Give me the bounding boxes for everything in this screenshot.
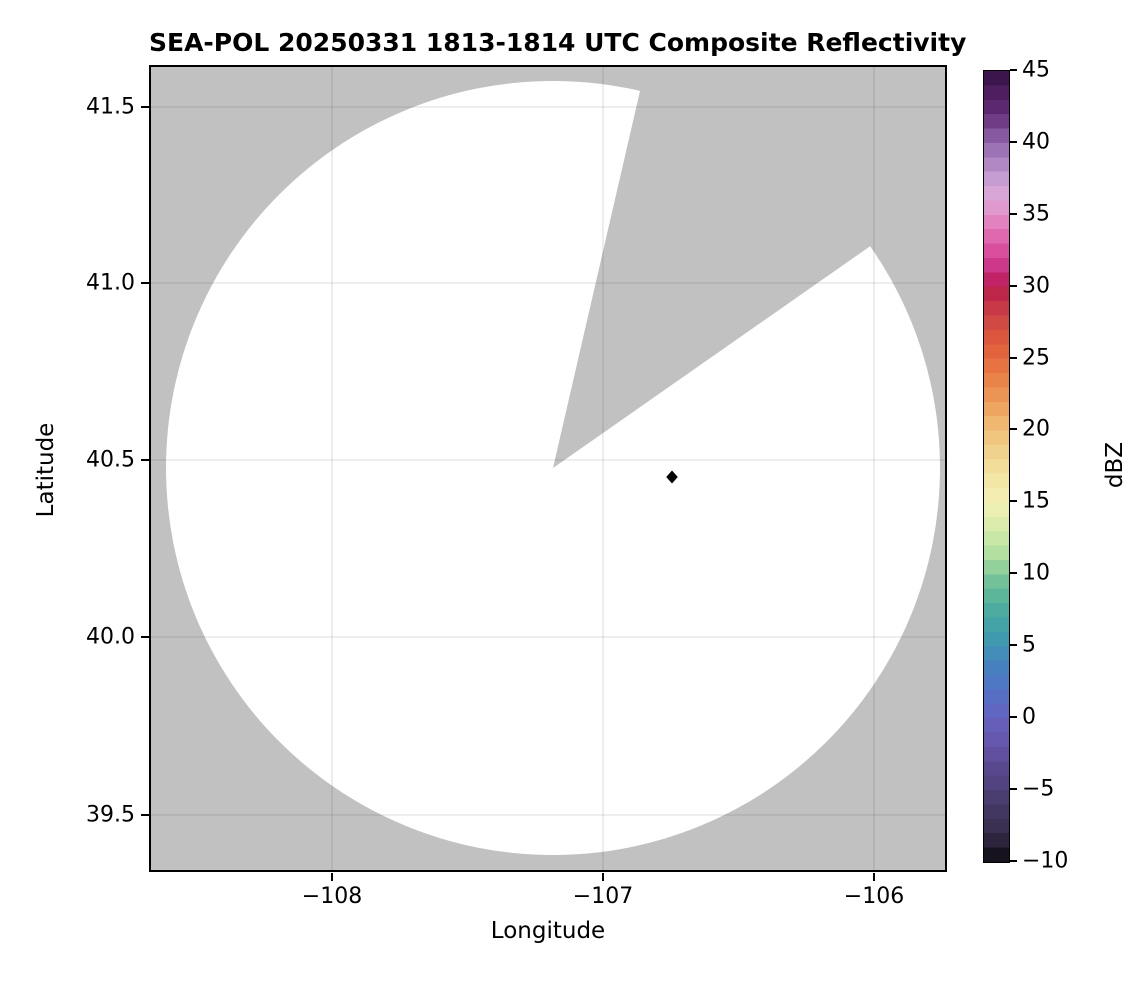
y-axis-tick	[141, 459, 149, 461]
colorbar-tick-label: 20	[1022, 416, 1050, 442]
colorbar-tick	[1009, 716, 1017, 718]
y-axis-tick	[141, 636, 149, 638]
colorbar-gradient	[983, 70, 1010, 863]
colorbar-tick	[1009, 141, 1017, 143]
colorbar-tick-label: 40	[1022, 129, 1050, 155]
y-axis-label: Latitude	[33, 422, 59, 518]
axes-spine	[149, 65, 947, 872]
colorbar-tick-label: −10	[1022, 848, 1069, 874]
colorbar-tick	[1009, 213, 1017, 215]
radar-map-canvas	[149, 65, 947, 872]
colorbar-tick	[1009, 788, 1017, 790]
colorbar-tick	[1009, 428, 1017, 430]
y-tick-label: 41.0	[86, 270, 135, 296]
colorbar-tick	[1009, 572, 1017, 574]
colorbar-tick-label: 5	[1022, 632, 1036, 658]
chart-title: SEA-POL 20250331 1813-1814 UTC Composite…	[149, 28, 967, 57]
colorbar-tick	[1009, 285, 1017, 287]
y-axis-tick	[141, 814, 149, 816]
colorbar-tick-label: 10	[1022, 560, 1050, 586]
y-tick-label: 40.5	[86, 447, 135, 473]
site-marker-diamond	[666, 470, 678, 484]
missing-data-sector	[553, 65, 947, 468]
colorbar-tick-label: 15	[1022, 488, 1050, 514]
x-axis-label: Longitude	[490, 918, 606, 944]
x-tick-label: −108	[301, 884, 363, 909]
colorbar-tick	[1009, 500, 1017, 502]
colorbar-tick	[1009, 644, 1017, 646]
x-axis-tick	[602, 873, 604, 881]
colorbar-tick	[1009, 860, 1017, 862]
x-axis-tick	[331, 873, 333, 881]
colorbar-label: dBZ	[1102, 441, 1128, 489]
x-tick-label: −106	[843, 884, 905, 909]
x-axis-tick	[873, 873, 875, 881]
y-axis-tick	[141, 282, 149, 284]
colorbar-tick-label: 45	[1022, 57, 1050, 83]
colorbar-tick-label: −5	[1022, 776, 1055, 802]
y-tick-label: 40.0	[86, 624, 135, 650]
y-tick-label: 39.5	[86, 802, 135, 828]
y-tick-label: 41.5	[86, 94, 135, 120]
x-tick-label: −107	[572, 884, 634, 909]
gridlines	[149, 65, 947, 872]
colorbar-tick-label: 25	[1022, 345, 1050, 371]
colorbar-tick-label: 0	[1022, 704, 1036, 730]
y-axis-tick	[141, 106, 149, 108]
colorbar-tick-label: 30	[1022, 273, 1050, 299]
colorbar-tick-label: 35	[1022, 201, 1050, 227]
colorbar-tick	[1009, 357, 1017, 359]
colorbar-tick	[1009, 69, 1017, 71]
